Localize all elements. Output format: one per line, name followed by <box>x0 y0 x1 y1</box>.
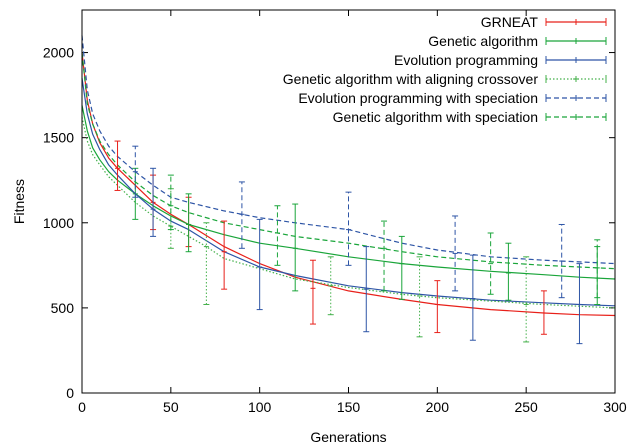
series-line <box>81 52 616 317</box>
x-tick-label: 150 <box>337 399 361 415</box>
error-bar <box>345 191 352 266</box>
legend-label: GRNEAT <box>481 14 539 30</box>
error-bar <box>185 193 192 253</box>
x-tick-label: 100 <box>248 399 272 415</box>
error-bar <box>132 145 139 198</box>
y-tick-label: 1500 <box>43 130 74 146</box>
error-bar <box>398 235 405 300</box>
x-tick-label: 250 <box>514 399 538 415</box>
error-bar <box>203 222 210 305</box>
legend-label: Evolution programming <box>394 52 538 68</box>
error-bar <box>256 218 263 311</box>
error-bar <box>363 246 370 333</box>
error-bar <box>416 256 423 338</box>
legend-label: Genetic algorithm with aligning crossove… <box>283 71 539 87</box>
error-bar <box>594 239 601 299</box>
x-axis-label: Generations <box>310 429 386 445</box>
error-bar <box>274 205 281 266</box>
error-bar <box>523 256 530 343</box>
y-tick-label: 1000 <box>43 215 74 231</box>
error-bar <box>381 220 388 292</box>
y-tick-label: 2000 <box>43 45 74 61</box>
error-bar <box>238 181 245 249</box>
x-tick-label: 0 <box>78 399 86 415</box>
plot-frame <box>81 9 616 394</box>
errorbar-layer <box>114 140 601 345</box>
tick-labels: 0 50 100 150 200 250 300 0 500 1000 1500 2000 <box>43 45 627 415</box>
error-bar <box>505 242 512 301</box>
error-bar <box>309 259 316 325</box>
y-axis-label: Fitness <box>11 179 27 224</box>
error-bar <box>558 223 565 299</box>
error-bar <box>469 254 476 341</box>
legend: GRNEAT Genetic algorithm Evolution program… <box>283 14 607 125</box>
x-tick-label: 50 <box>163 399 179 415</box>
legend-item: GRNEAT <box>481 14 607 30</box>
y-tick-label: 0 <box>66 385 74 401</box>
legend-item: Genetic algorithm with speciation <box>333 109 607 125</box>
legend-item: Genetic algorithm with aligning crossove… <box>283 71 607 87</box>
error-bar <box>452 215 459 292</box>
legend-label: Evolution programming with speciation <box>298 90 538 106</box>
legend-item: Evolution programming with speciation <box>298 90 607 106</box>
series-line <box>81 52 616 270</box>
legend-label: Genetic algorithm with speciation <box>333 109 538 125</box>
y-tick-label: 500 <box>51 300 75 316</box>
error-bar <box>167 174 174 231</box>
legend-item: Genetic algorithm <box>428 33 607 49</box>
error-bar <box>114 140 121 191</box>
legend-label: Genetic algorithm <box>428 33 538 49</box>
error-bar <box>221 220 228 290</box>
error-bar <box>150 167 157 237</box>
x-tick-label: 200 <box>426 399 450 415</box>
x-tick-label: 300 <box>603 399 627 415</box>
series-line <box>81 35 616 265</box>
error-bar <box>540 290 547 335</box>
error-bar <box>292 203 299 292</box>
error-bar <box>576 263 583 345</box>
series-line <box>81 117 616 309</box>
error-bar <box>487 232 494 295</box>
legend-item: Evolution programming <box>394 52 607 68</box>
error-bar <box>327 256 334 316</box>
error-bar <box>434 280 441 334</box>
